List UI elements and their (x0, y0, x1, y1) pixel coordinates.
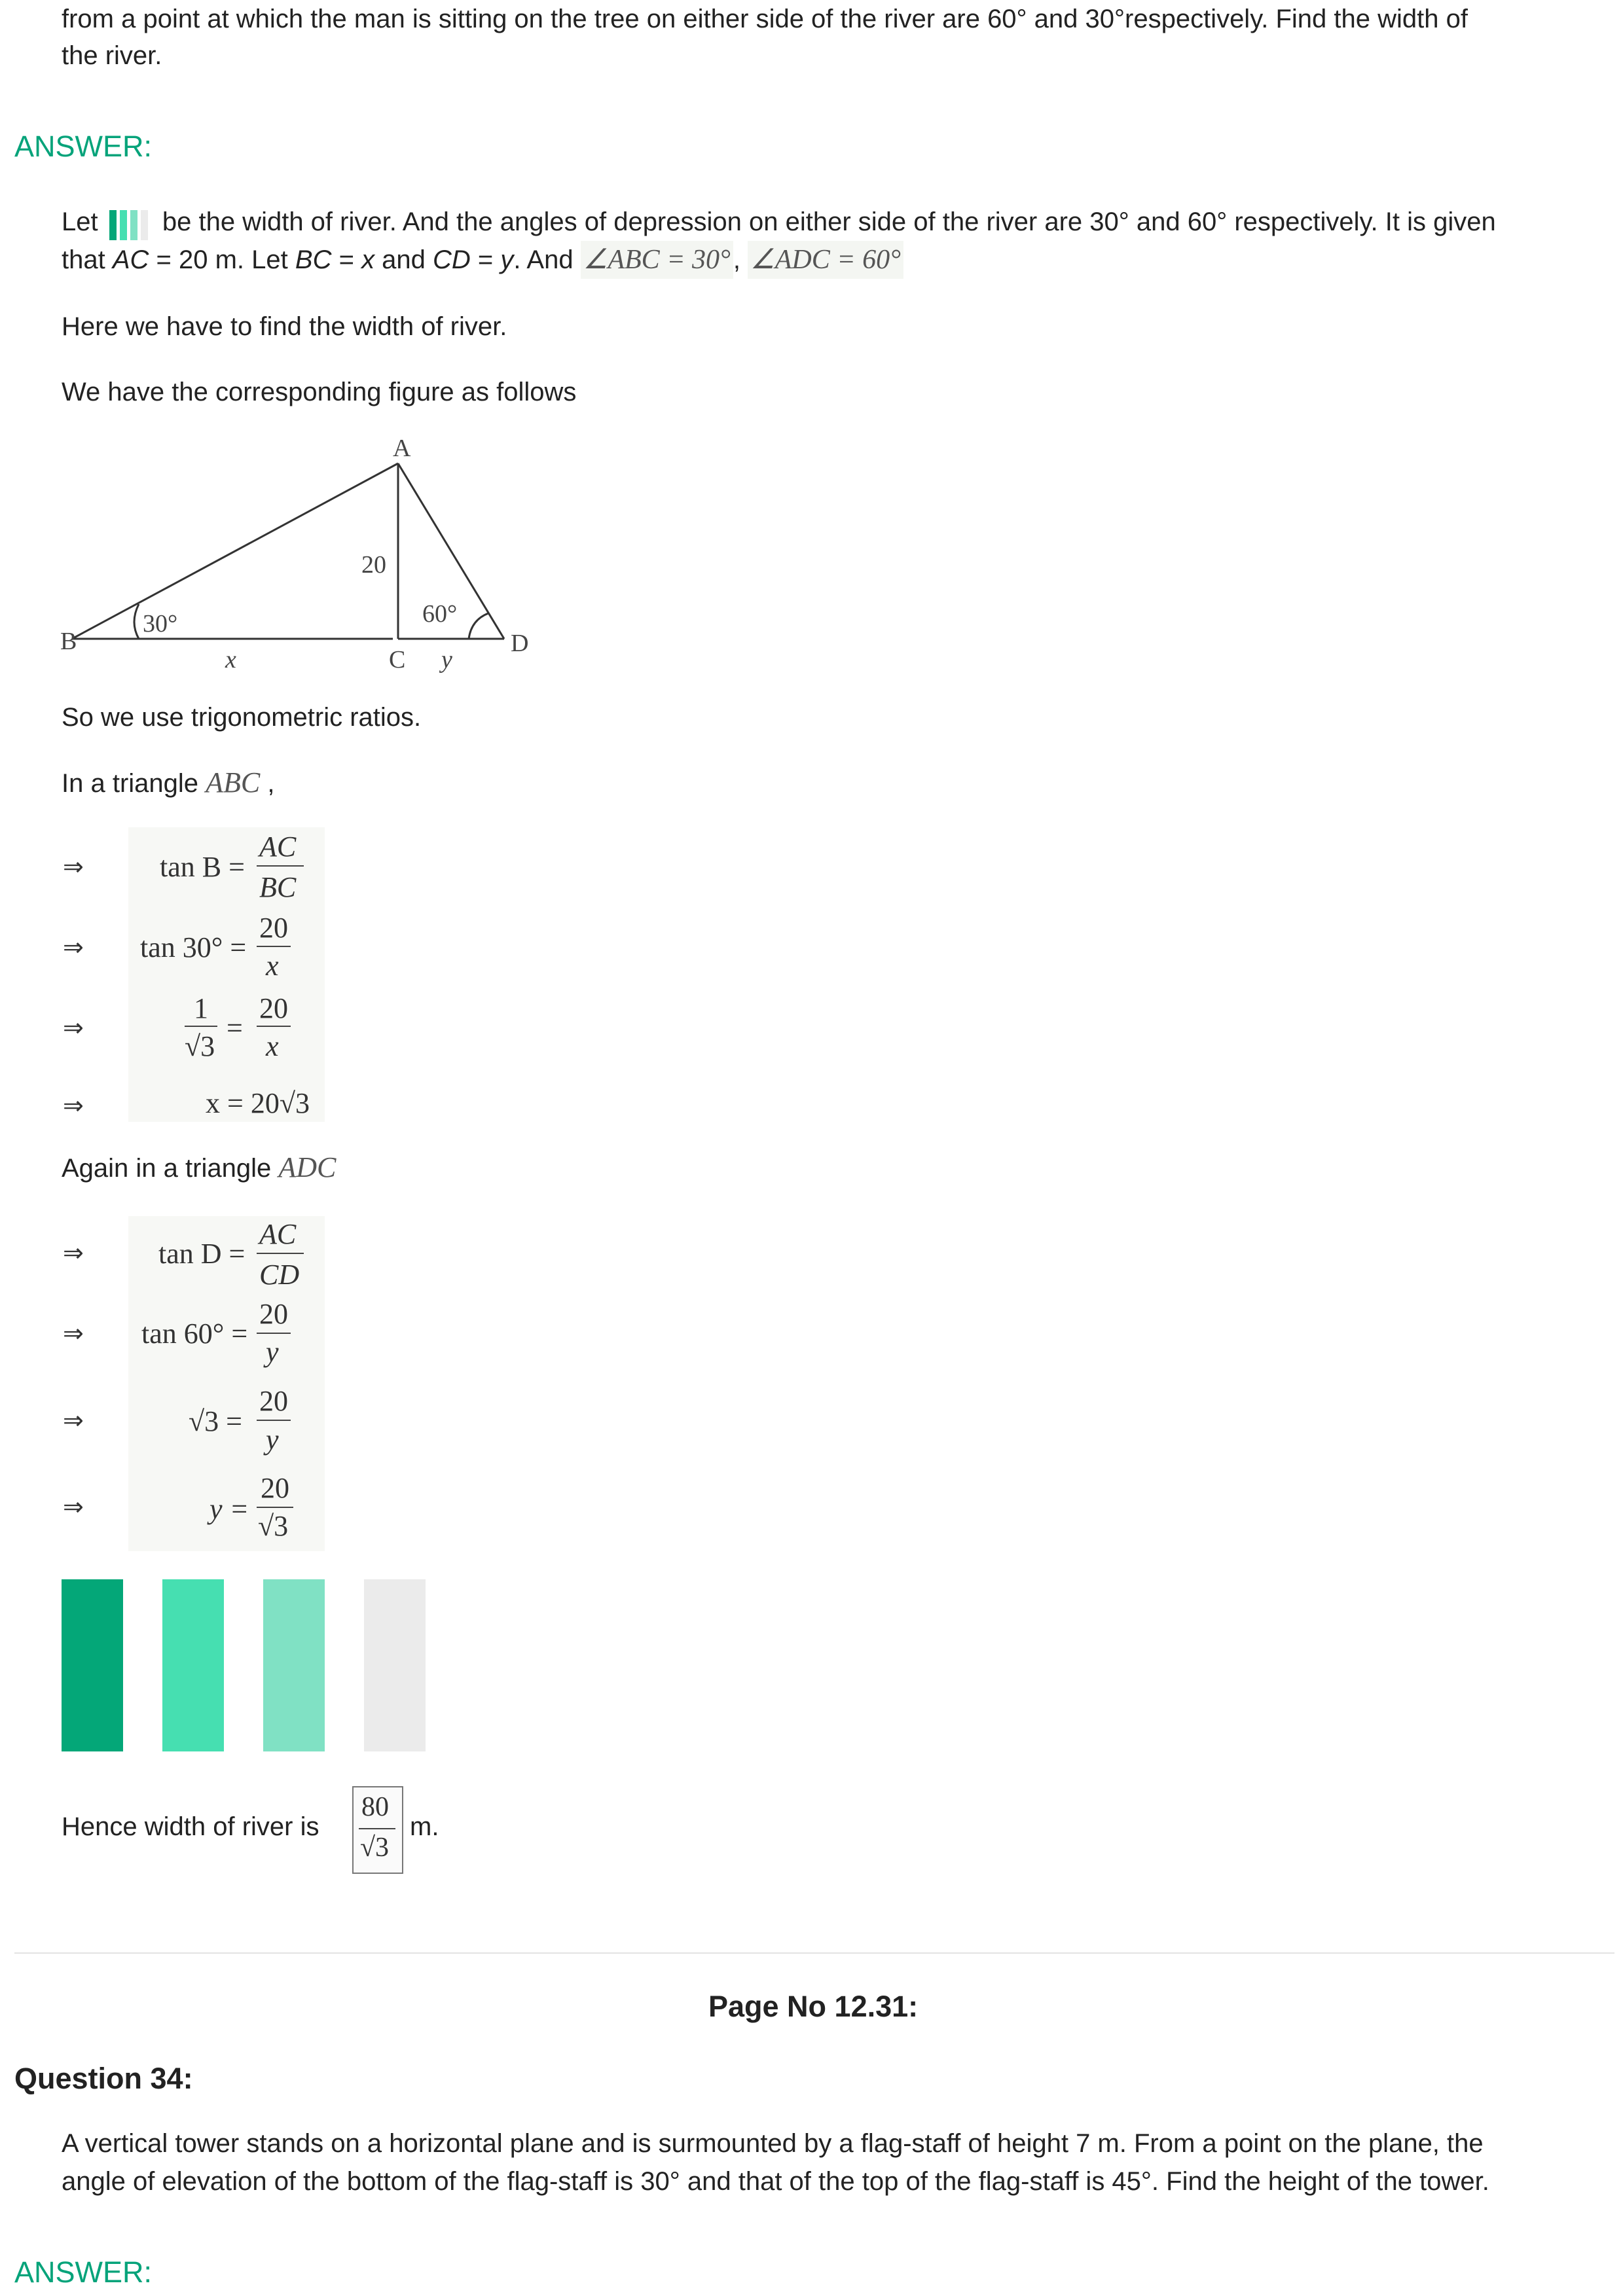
adc-row1-left: tan D = (158, 1238, 246, 1270)
fraction-bar (257, 1333, 291, 1334)
angle-adc-expression: ∠ADC = 60° (748, 241, 903, 279)
abc-row3-denominator: x (266, 1030, 279, 1062)
implies-arrow-icon: ⇒ (63, 1013, 84, 1042)
abc-row3-left-numerator: 1 (194, 992, 208, 1024)
label-angle-b: 30° (143, 610, 177, 637)
adc-row4-numerator: 20 (261, 1472, 289, 1504)
label-height: 20 (361, 551, 386, 579)
fraction-bar (359, 1828, 395, 1829)
adc-row4-left: y = (210, 1493, 249, 1525)
abc-row2-numerator: 20 (259, 912, 288, 944)
question-text-line-1: from a point at which the man is sitting… (62, 5, 1468, 33)
fraction-bar (185, 1026, 217, 1027)
adc-row1-numerator: AC (259, 1218, 297, 1250)
adc-row2-numerator: 20 (259, 1298, 288, 1330)
section-divider (14, 1952, 1614, 1954)
triangle-figure: A B C D 20 30° 60° x y (60, 435, 528, 673)
placeholder-bar-2 (162, 1579, 224, 1751)
abc-row3-numerator: 20 (259, 992, 288, 1024)
solution-paragraph-find-width: Here we have to find the width of river. (62, 312, 507, 341)
solution-paragraph-figure-intro: We have the corresponding figure as foll… (62, 378, 577, 406)
answer-box: 80 √3 (352, 1786, 403, 1874)
side-ab (71, 462, 399, 640)
side-ad (397, 463, 505, 639)
placeholder-bar-1 (62, 1579, 123, 1751)
fraction-bar (257, 1507, 293, 1508)
placeholder-bars-icon (109, 204, 151, 242)
question-text-line-2: the river. (62, 41, 162, 70)
solution-paragraph-trig: So we use trigonometric ratios. (62, 703, 422, 732)
question-34-text-line-1: A vertical tower stands on a horizontal … (62, 2129, 1484, 2158)
abc-row1-numerator: AC (259, 831, 297, 863)
conclusion-text: Hence width of river is (62, 1812, 319, 1841)
question-34-label: Question 34: (14, 2062, 193, 2095)
abc-row3-equals: = (227, 1012, 243, 1044)
answer-numerator: 80 (361, 1792, 389, 1822)
arc-angle-d (467, 612, 489, 639)
fraction-bar (257, 865, 304, 867)
implies-arrow-icon: ⇒ (63, 1319, 84, 1348)
label-a: A (393, 435, 411, 462)
question-34-text-line-2: angle of elevation of the bottom of the … (62, 2167, 1489, 2196)
solution-paragraph-triangle-abc: In a triangle ABC , (62, 766, 275, 798)
adc-row2-left: tan 60° = (141, 1318, 248, 1350)
label-d: D (511, 630, 528, 657)
adc-row3-left: √3 = (189, 1405, 242, 1437)
label-angle-d: 60° (422, 600, 457, 628)
fraction-bar (257, 1253, 304, 1254)
abc-row1-left: tan B = (160, 851, 245, 883)
fraction-bar (257, 1420, 291, 1421)
implies-arrow-icon: ⇒ (63, 1406, 84, 1435)
math-block-adc-bg (128, 1216, 325, 1551)
adc-row1-denominator: CD (259, 1259, 300, 1291)
implies-arrow-icon: ⇒ (63, 1238, 84, 1267)
adc-row3-denominator: y (266, 1424, 279, 1456)
math-block-abc-bg (128, 827, 325, 1122)
label-y: y (439, 646, 452, 673)
adc-row4-denominator: √3 (258, 1510, 289, 1542)
adc-row3-numerator: 20 (259, 1385, 288, 1417)
page-number-heading: Page No 12.31: (708, 1990, 919, 2023)
answer-denominator: √3 (360, 1833, 390, 1863)
label-c: C (389, 646, 405, 673)
arc-angle-b (133, 603, 140, 639)
answer-label: ANSWER: (14, 130, 153, 163)
solution-intro-line-2: that AC = 20 m. Let BC = x and CD = y. A… (62, 241, 903, 279)
fraction-bar (257, 946, 291, 947)
placeholder-bar-4 (364, 1579, 426, 1751)
angle-abc-expression: ∠ABC = 30° (580, 241, 733, 279)
abc-result: x = 20√3 (206, 1087, 310, 1119)
solution-paragraph-triangle-adc: Again in a triangle ADC (62, 1151, 337, 1183)
label-b: B (60, 628, 77, 655)
solution-intro-line-1: Let be the width of river. And the angle… (62, 203, 1496, 242)
adc-row2-denominator: y (266, 1336, 279, 1368)
abc-row2-denominator: x (266, 950, 279, 982)
implies-arrow-icon: ⇒ (63, 852, 84, 881)
implies-arrow-icon: ⇒ (63, 1492, 84, 1521)
label-x: x (225, 646, 236, 673)
abc-row1-denominator: BC (259, 871, 297, 903)
abc-row3-left-denominator: √3 (185, 1030, 215, 1062)
answer-label-34: ANSWER: (14, 2255, 153, 2289)
implies-arrow-icon: ⇒ (63, 1091, 84, 1120)
implies-arrow-icon: ⇒ (63, 933, 84, 961)
conclusion-unit: m. (410, 1812, 439, 1841)
placeholder-bar-3 (263, 1579, 325, 1751)
fraction-bar (257, 1026, 291, 1027)
abc-row2-left: tan 30° = (140, 931, 247, 963)
